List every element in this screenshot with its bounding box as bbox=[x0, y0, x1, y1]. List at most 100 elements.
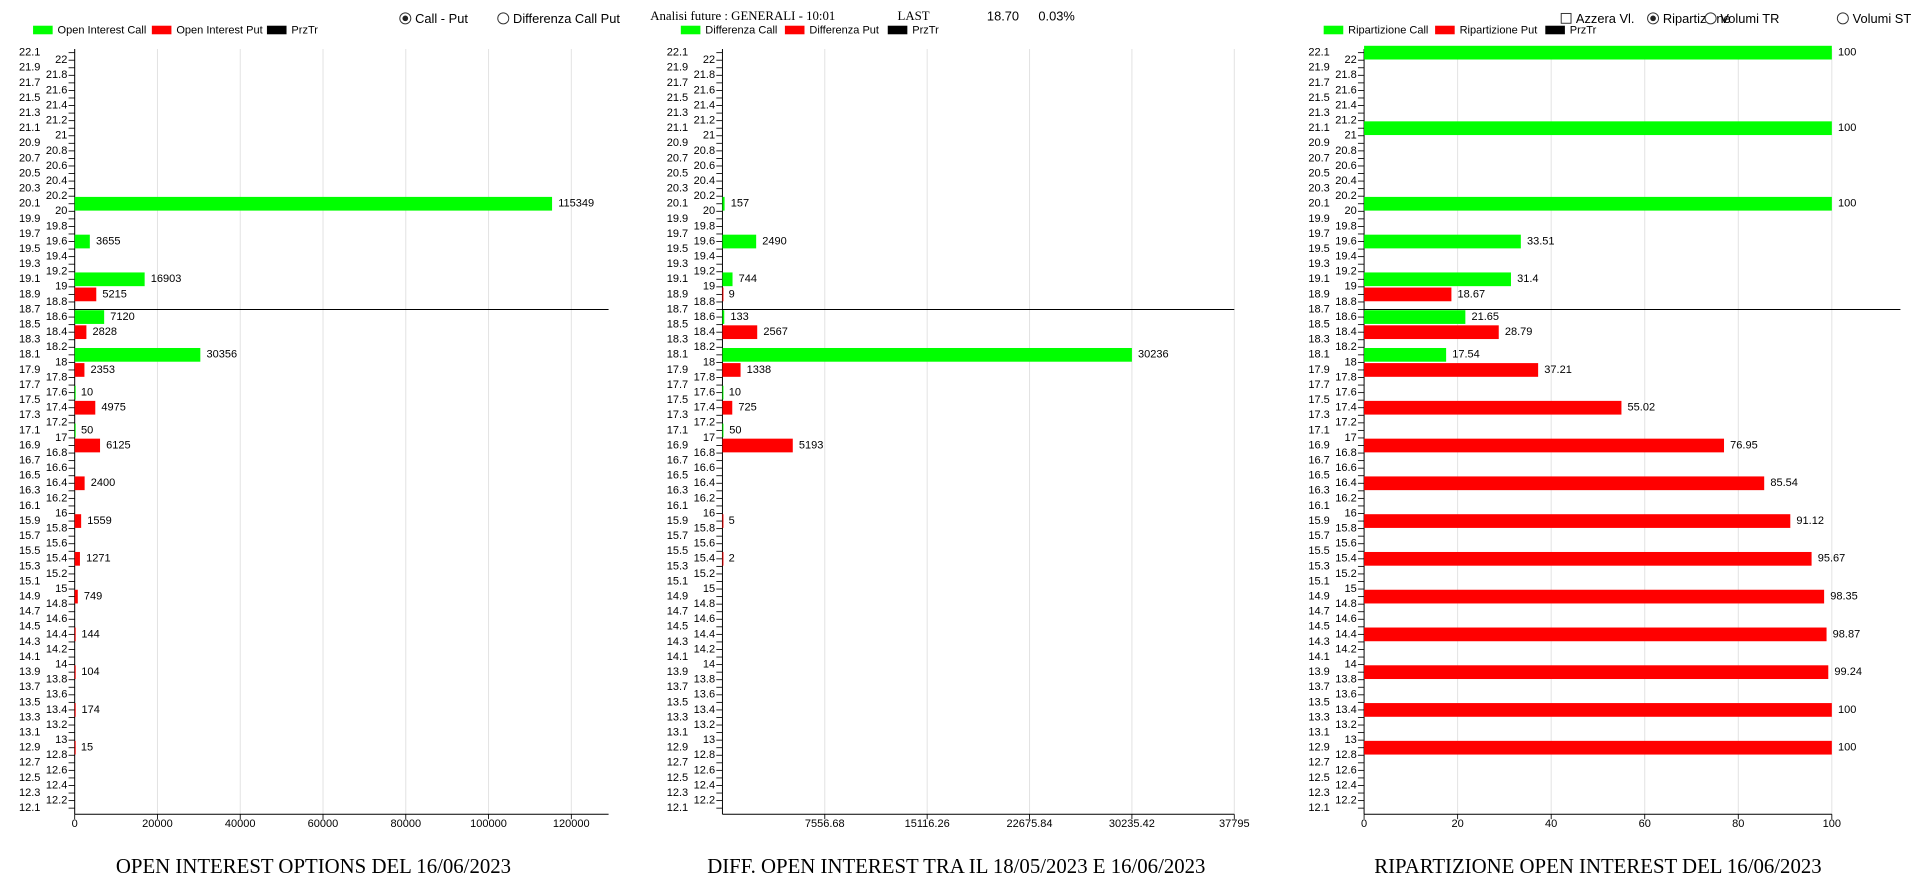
y-tick-label: 16.4 bbox=[1335, 477, 1356, 489]
bar bbox=[74, 234, 90, 249]
y-tick-label: 13.9 bbox=[19, 666, 40, 678]
y-tick-label: 17.4 bbox=[1335, 402, 1356, 414]
y-tick-label: 14.6 bbox=[46, 613, 67, 625]
y-tick-label: 16.4 bbox=[694, 477, 715, 489]
y-tick-label: 19.5 bbox=[667, 243, 688, 255]
y-tick-label: 14.3 bbox=[1308, 636, 1329, 648]
y-tick-label: 13.7 bbox=[19, 681, 40, 693]
y-tick-label: 21.2 bbox=[46, 115, 67, 127]
control-label[interactable]: Volumi ST bbox=[1853, 11, 1912, 26]
y-tick-label: 20.2 bbox=[1335, 190, 1356, 202]
y-tick-label: 14.5 bbox=[19, 621, 40, 633]
bar bbox=[722, 287, 724, 302]
y-tick-label: 13.9 bbox=[667, 666, 688, 678]
y-tick-label: 15.5 bbox=[667, 545, 688, 557]
y-tick-label: 14 bbox=[55, 659, 67, 671]
y-tick-label: 14.1 bbox=[19, 651, 40, 663]
bar bbox=[1364, 196, 1832, 211]
y-tick-label: 17.2 bbox=[1335, 417, 1356, 429]
y-tick-label: 17.1 bbox=[19, 424, 40, 436]
y-tick-label: 15.2 bbox=[1335, 568, 1356, 580]
y-tick-label: 17.9 bbox=[1308, 364, 1329, 376]
y-tick-label: 15.5 bbox=[1308, 545, 1329, 557]
y-tick-label: 15.9 bbox=[19, 515, 40, 527]
data-label: 2353 bbox=[91, 364, 116, 376]
y-tick-label: 17.1 bbox=[1308, 424, 1329, 436]
y-tick-label: 15.9 bbox=[667, 515, 688, 527]
y-tick-label: 16 bbox=[703, 507, 715, 519]
bar bbox=[74, 438, 101, 453]
data-label: 1559 bbox=[87, 515, 112, 527]
data-label: 98.35 bbox=[1830, 591, 1858, 603]
y-tick-label: 19.1 bbox=[19, 273, 40, 285]
data-label: 6125 bbox=[106, 439, 131, 451]
bar bbox=[1364, 234, 1521, 249]
y-tick-label: 16.9 bbox=[1308, 439, 1329, 451]
x-tick-label: 80000 bbox=[390, 818, 421, 830]
y-tick-label: 21.8 bbox=[1335, 69, 1356, 81]
y-tick-label: 14.4 bbox=[1335, 628, 1356, 640]
y-tick-label: 14.8 bbox=[46, 598, 67, 610]
bar bbox=[74, 347, 201, 362]
data-label: 725 bbox=[738, 402, 756, 414]
radio-button[interactable] bbox=[1836, 12, 1849, 25]
y-tick-label: 19.9 bbox=[19, 213, 40, 225]
y-tick-label: 22 bbox=[703, 54, 715, 66]
data-label: 15 bbox=[81, 742, 93, 754]
x-tick-label: 60000 bbox=[308, 818, 339, 830]
control-label[interactable]: Differenza Call Put bbox=[513, 11, 620, 26]
data-label: 55.02 bbox=[1628, 402, 1656, 414]
y-tick-label: 18.6 bbox=[46, 311, 67, 323]
bar bbox=[722, 234, 757, 249]
y-tick-label: 14.6 bbox=[694, 613, 715, 625]
bar bbox=[722, 196, 725, 211]
data-label: 98.87 bbox=[1833, 628, 1861, 640]
y-tick-label: 15.8 bbox=[1335, 523, 1356, 535]
y-tick-label: 14.5 bbox=[667, 621, 688, 633]
y-tick-label: 19.6 bbox=[694, 235, 715, 247]
y-tick-label: 16.8 bbox=[46, 447, 67, 459]
bar bbox=[1364, 514, 1791, 528]
y-tick-label: 12.6 bbox=[1335, 764, 1356, 776]
y-tick-label: 15.2 bbox=[46, 568, 67, 580]
bar bbox=[74, 423, 76, 438]
y-tick-label: 17.6 bbox=[1335, 387, 1356, 399]
radio-button[interactable] bbox=[1704, 12, 1717, 25]
y-tick-label: 20.4 bbox=[1335, 175, 1356, 187]
y-tick-label: 14.2 bbox=[694, 643, 715, 655]
x-tick-label: 0 bbox=[1361, 818, 1367, 830]
radio-button[interactable] bbox=[497, 12, 510, 25]
y-tick-label: 20.3 bbox=[1308, 183, 1329, 195]
y-tick-label: 13 bbox=[703, 734, 715, 746]
bar bbox=[74, 476, 85, 491]
y-tick-label: 12.3 bbox=[667, 787, 688, 799]
y-tick-label: 19.5 bbox=[1308, 243, 1329, 255]
data-label: 9 bbox=[729, 288, 735, 300]
y-tick-label: 13.8 bbox=[1335, 674, 1356, 686]
control-label[interactable]: Volumi TR bbox=[1720, 11, 1779, 26]
y-tick-label: 19.4 bbox=[694, 251, 715, 263]
checkbox[interactable] bbox=[1560, 12, 1572, 24]
y-tick-label: 12.4 bbox=[1335, 779, 1356, 791]
bar bbox=[722, 347, 1132, 362]
y-tick-label: 12.8 bbox=[694, 749, 715, 761]
y-tick-label: 17.5 bbox=[19, 394, 40, 406]
control-label[interactable]: Azzera Vl. bbox=[1576, 11, 1635, 26]
y-tick-label: 13.3 bbox=[19, 711, 40, 723]
legend-swatch bbox=[33, 25, 53, 35]
y-tick-label: 20.3 bbox=[667, 183, 688, 195]
y-tick-label: 15.3 bbox=[1308, 560, 1329, 572]
y-tick-label: 13.5 bbox=[667, 696, 688, 708]
data-label: 100 bbox=[1838, 122, 1856, 134]
control-label[interactable]: Call - Put bbox=[415, 11, 468, 26]
y-tick-label: 16.2 bbox=[694, 492, 715, 504]
bar bbox=[1364, 476, 1765, 491]
y-tick-label: 14.3 bbox=[19, 636, 40, 648]
y-tick-label: 20.4 bbox=[694, 175, 715, 187]
x-tick-label: 22675.84 bbox=[1007, 818, 1053, 830]
y-tick-label: 14.9 bbox=[19, 591, 40, 603]
y-tick-label: 16 bbox=[1344, 507, 1356, 519]
y-tick-label: 15.4 bbox=[1335, 553, 1356, 565]
y-tick-label: 19.9 bbox=[1308, 213, 1329, 225]
legend-swatch bbox=[1323, 25, 1344, 35]
